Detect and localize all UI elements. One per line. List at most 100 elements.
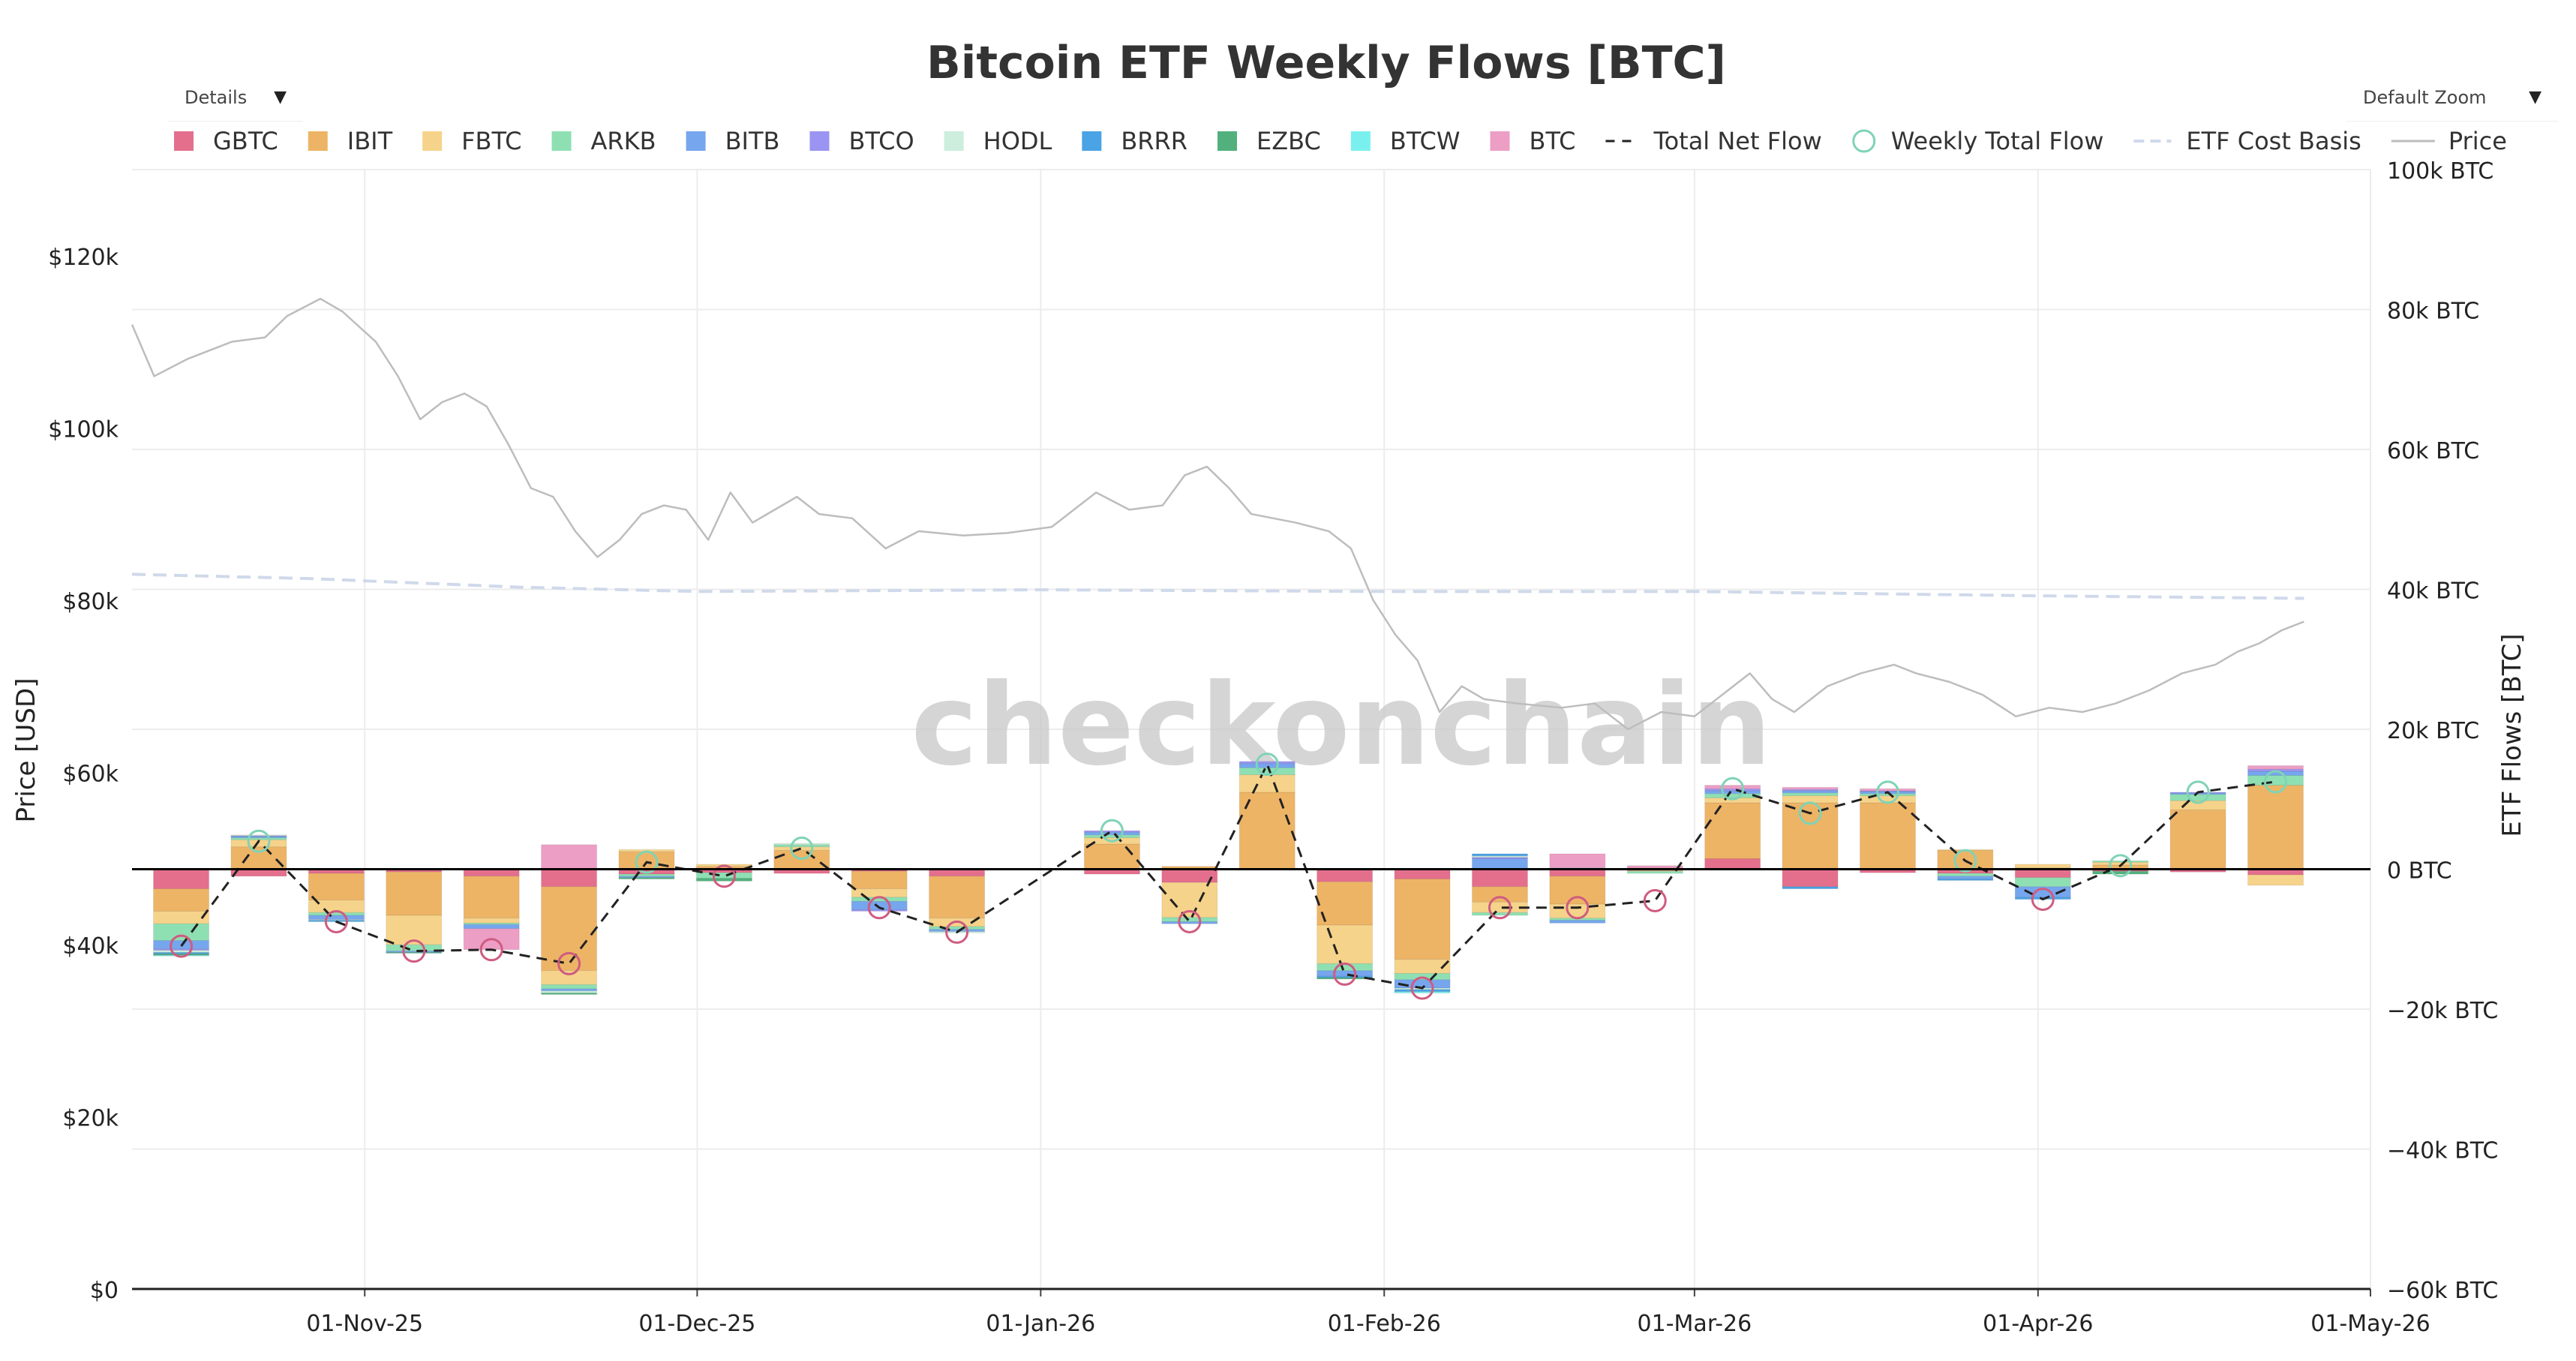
weekly-total-marker (170, 934, 194, 958)
total-net-flow-line (180, 761, 2276, 990)
legend-item-etf-cost-basis: ETF Cost Basis (2133, 127, 2361, 155)
y-left-tick-label: $40k (62, 933, 119, 960)
bar-segment-bitb (1471, 858, 1528, 870)
bar-segment-ibit (463, 876, 520, 919)
bar-segment-ibit (1238, 792, 1296, 870)
price-line (131, 297, 2304, 731)
bar-segment-arkb (1782, 792, 1839, 797)
legend-swatch (1852, 129, 1876, 153)
details-dropdown[interactable]: Details ▼ (168, 74, 303, 122)
chevron-down-icon: ▼ (274, 88, 287, 107)
bar-segment-bitb (1161, 921, 1218, 924)
weekly-total-marker (1875, 780, 1899, 804)
zoom-dropdown[interactable]: Default Zoom ▼ (2346, 74, 2558, 122)
bar-segment-btc (541, 844, 598, 870)
chevron-down-icon: ▼ (2529, 88, 2541, 107)
bar-segment-ibit (2247, 785, 2304, 870)
weekly-total-marker (557, 951, 581, 975)
bar-segment-gbtc (1782, 869, 1839, 888)
bar-segment-arkb (541, 984, 598, 990)
weekly-total-marker (1953, 849, 1977, 873)
weekly-total-marker (324, 909, 348, 933)
bar-segment-bitb (1317, 970, 1374, 977)
y-axis-left-title: Price [USD] (11, 678, 41, 823)
bar-segment-arkb (1161, 917, 1218, 922)
legend: GBTC IBIT FBTC ARKB BITB BTCO HODL BRRR EZBC BTCW… (174, 127, 2507, 155)
legend-item-btco: BTCO (809, 127, 914, 155)
y-axis-right-title: ETF Flows [BTC] (2497, 633, 2527, 837)
y-right-tick-label: 60k BTC (2387, 438, 2479, 464)
y-left-tick-label: $100k (48, 416, 119, 443)
legend-item-ibit: IBIT (308, 127, 393, 155)
legend-swatch (308, 131, 328, 151)
bar-segment-gbtc (541, 869, 598, 888)
net-flow-layer (180, 761, 2276, 990)
bar-segment-bitb (1937, 876, 1994, 880)
bar-segment-btc (1782, 786, 1839, 790)
y-left-tick-label: $80k (62, 589, 119, 615)
bar-segment-btc (1549, 853, 1606, 869)
y-right-tick-label: −40k BTC (2387, 1138, 2498, 1164)
weekly-total-marker (1100, 819, 1124, 843)
bar-segment-arkb (695, 872, 752, 879)
legend-item-gbtc: GBTC (174, 127, 278, 155)
weekly-total-marker (2031, 888, 2055, 912)
x-tick-label: 01-Mar-26 (1638, 1311, 1752, 1337)
bar-segment-arkb (2014, 877, 2071, 888)
x-tick-label: 01-Jan-26 (986, 1311, 1095, 1337)
bar-segment-arkb (929, 926, 986, 930)
bar-segment-ibit (2169, 809, 2226, 870)
bar-segment-arkb (1471, 912, 1528, 916)
bar-segment-ibit (1549, 876, 1606, 905)
y-left-tick-label: $20k (62, 1105, 119, 1131)
bar-segment-arkb (1083, 834, 1140, 839)
legend-swatch (551, 131, 572, 151)
watermark: checkonchain (911, 660, 1771, 791)
legend-label: EZBC (1256, 127, 1321, 155)
bar-segment-bitb (1083, 831, 1140, 836)
legend-label: BITB (725, 127, 780, 155)
legend-item-btc: BTC (1490, 127, 1575, 155)
weekly-total-marker (2264, 770, 2288, 794)
legend-label: BTCO (848, 127, 914, 155)
bar-segment-btc (2247, 765, 2304, 770)
weekly-total-marker (1566, 896, 1590, 920)
y-right-tick-label: 80k BTC (2387, 299, 2479, 325)
y-right-tick-label: 40k BTC (2387, 578, 2479, 605)
legend-item-arkb: ARKB (551, 127, 656, 155)
legend-item-weekly-total-flow: Weekly Total Flow (1852, 127, 2104, 155)
bar-segment-brrr (1782, 886, 1839, 890)
bar-segment-arkb (1937, 873, 1994, 877)
bar-segment-fbtc (773, 846, 830, 851)
bar-segment-btc (1859, 788, 1916, 792)
zoom-label: Default Zoom (2363, 86, 2487, 108)
bar-segment-btco (851, 909, 908, 912)
legend-item-total-net-flow: Total Net Flow (1605, 127, 1822, 155)
bar-segment-brrr (1471, 853, 1528, 857)
legend-label: ARKB (591, 127, 656, 155)
chart-title: Bitcoin ETF Weekly Flows [BTC] (926, 37, 1726, 89)
legend-label: BTCW (1390, 127, 1461, 155)
weekly-total-marker (1643, 888, 1667, 912)
details-label: Details (185, 86, 248, 108)
bars-layer (153, 761, 2304, 995)
bar-segment-ibit (230, 846, 287, 870)
bar-segment-ibit (386, 871, 443, 916)
legend-item-hodl: HODL (944, 127, 1052, 155)
bar-segment-bitb (308, 915, 365, 921)
bar-segment-btco (1238, 761, 1296, 765)
bar-segment-btco (1083, 830, 1140, 833)
bar-segment-ibit (1782, 802, 1839, 870)
weekly-total-marker (1721, 777, 1745, 801)
legend-swatch (1490, 131, 1510, 151)
y-left-tick-label: $0 (90, 1278, 119, 1304)
weekly-total-marker (402, 939, 426, 963)
legend-label: Weekly Total Flow (1891, 127, 2104, 155)
weekly-total-marker (867, 896, 891, 920)
weekly-total-marker (1255, 753, 1279, 777)
legend-label: Total Net Flow (1653, 127, 1821, 155)
bar-segment-arkb (2092, 860, 2149, 863)
bar-segment-arkb (1704, 793, 1761, 798)
bar-segment-ezbc (618, 877, 675, 880)
legend-item-price: Price (2391, 127, 2507, 155)
